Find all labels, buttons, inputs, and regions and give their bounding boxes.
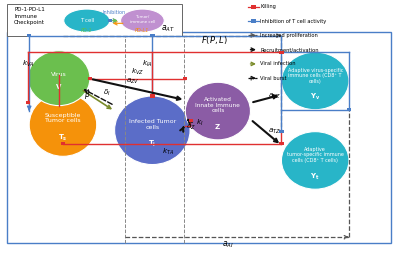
Text: $\mathbf{Z}$: $\mathbf{Z}$: [214, 122, 221, 131]
Ellipse shape: [282, 132, 349, 189]
Bar: [189, 119, 194, 122]
Text: $\mathbf{T_i}$: $\mathbf{T_i}$: [148, 138, 156, 148]
Text: $\delta_I$: $\delta_I$: [103, 87, 110, 98]
Bar: [150, 34, 154, 37]
Ellipse shape: [185, 82, 250, 140]
Text: $k_{VZ}$: $k_{VZ}$: [131, 66, 144, 76]
Text: $k_{IA}$: $k_{IA}$: [142, 59, 153, 69]
Text: $k_{TA}$: $k_{TA}$: [162, 147, 174, 157]
Ellipse shape: [28, 51, 90, 106]
Ellipse shape: [120, 9, 164, 32]
Bar: [27, 34, 31, 37]
Bar: [7, 32, 391, 243]
Bar: [347, 108, 351, 111]
Text: Inhibition of T cell activity: Inhibition of T cell activity: [260, 19, 327, 24]
Text: $\mathbf{V}$: $\mathbf{V}$: [55, 82, 63, 91]
Text: Recruitment/activation: Recruitment/activation: [260, 47, 319, 52]
Text: T cell: T cell: [80, 18, 94, 23]
Text: $\mathbf{Y_v}$: $\mathbf{Y_v}$: [310, 92, 320, 102]
Text: Adaptive virus-specific
immune cells (CD8⁺ T
cells): Adaptive virus-specific immune cells (CD…: [288, 68, 343, 84]
Text: $a_{ZV}$: $a_{ZV}$: [126, 77, 139, 86]
Bar: [279, 142, 284, 145]
Text: Infected Tumor
cells: Infected Tumor cells: [129, 119, 176, 130]
Bar: [150, 94, 154, 98]
Ellipse shape: [114, 96, 190, 165]
Text: Killing: Killing: [260, 4, 276, 9]
Bar: [279, 130, 284, 133]
Text: $\mathbf{T_s}$: $\mathbf{T_s}$: [58, 133, 68, 143]
Text: $\beta$: $\beta$: [84, 88, 91, 101]
Text: $k_{VA}$: $k_{VA}$: [22, 59, 34, 69]
Bar: [61, 142, 65, 145]
Text: Virus: Virus: [51, 72, 67, 77]
Text: Tumor/
immune cell: Tumor/ immune cell: [130, 16, 155, 24]
Ellipse shape: [282, 52, 349, 110]
Text: $a_{TZ}$: $a_{TZ}$: [268, 127, 281, 136]
Bar: [279, 130, 284, 133]
Text: $a_{VZ}$: $a_{VZ}$: [268, 92, 282, 101]
Text: $F(P, L)$: $F(P, L)$: [200, 34, 227, 46]
Text: PD-L1: PD-L1: [135, 28, 150, 33]
Text: Viral burst: Viral burst: [260, 76, 287, 81]
Text: PD-1: PD-1: [81, 28, 93, 33]
Text: $\mathbf{Y_t}$: $\mathbf{Y_t}$: [310, 172, 320, 182]
Bar: [183, 77, 188, 80]
Bar: [61, 142, 65, 145]
Bar: [26, 101, 30, 104]
Text: PD-1·PD-L1
Immune
Checkpoint: PD-1·PD-L1 Immune Checkpoint: [14, 7, 45, 25]
Bar: [26, 101, 30, 104]
Text: Susceptible
Tumor cells: Susceptible Tumor cells: [45, 112, 81, 123]
Bar: [150, 94, 154, 98]
Bar: [108, 19, 112, 22]
Bar: [251, 5, 256, 9]
Text: Inhibition: Inhibition: [103, 9, 126, 15]
Text: $a_Z$: $a_Z$: [186, 122, 196, 132]
Bar: [7, 4, 182, 36]
Bar: [347, 108, 351, 111]
Text: Viral infection: Viral infection: [260, 61, 296, 66]
Text: Increased proliferation: Increased proliferation: [260, 33, 318, 38]
Ellipse shape: [29, 93, 97, 156]
Text: Activated
Innate Immune
cells: Activated Innate Immune cells: [196, 97, 240, 113]
Bar: [251, 19, 256, 23]
Text: $a_{AI}$: $a_{AI}$: [222, 240, 234, 250]
Bar: [279, 51, 284, 54]
Ellipse shape: [64, 9, 110, 32]
Text: Adaptive
tumor-specific immune
cells (CD8⁺ T cells): Adaptive tumor-specific immune cells (CD…: [287, 147, 344, 163]
Text: $k_I$: $k_I$: [196, 117, 204, 128]
Text: $a_{AT}$: $a_{AT}$: [161, 23, 175, 34]
Bar: [88, 77, 92, 80]
